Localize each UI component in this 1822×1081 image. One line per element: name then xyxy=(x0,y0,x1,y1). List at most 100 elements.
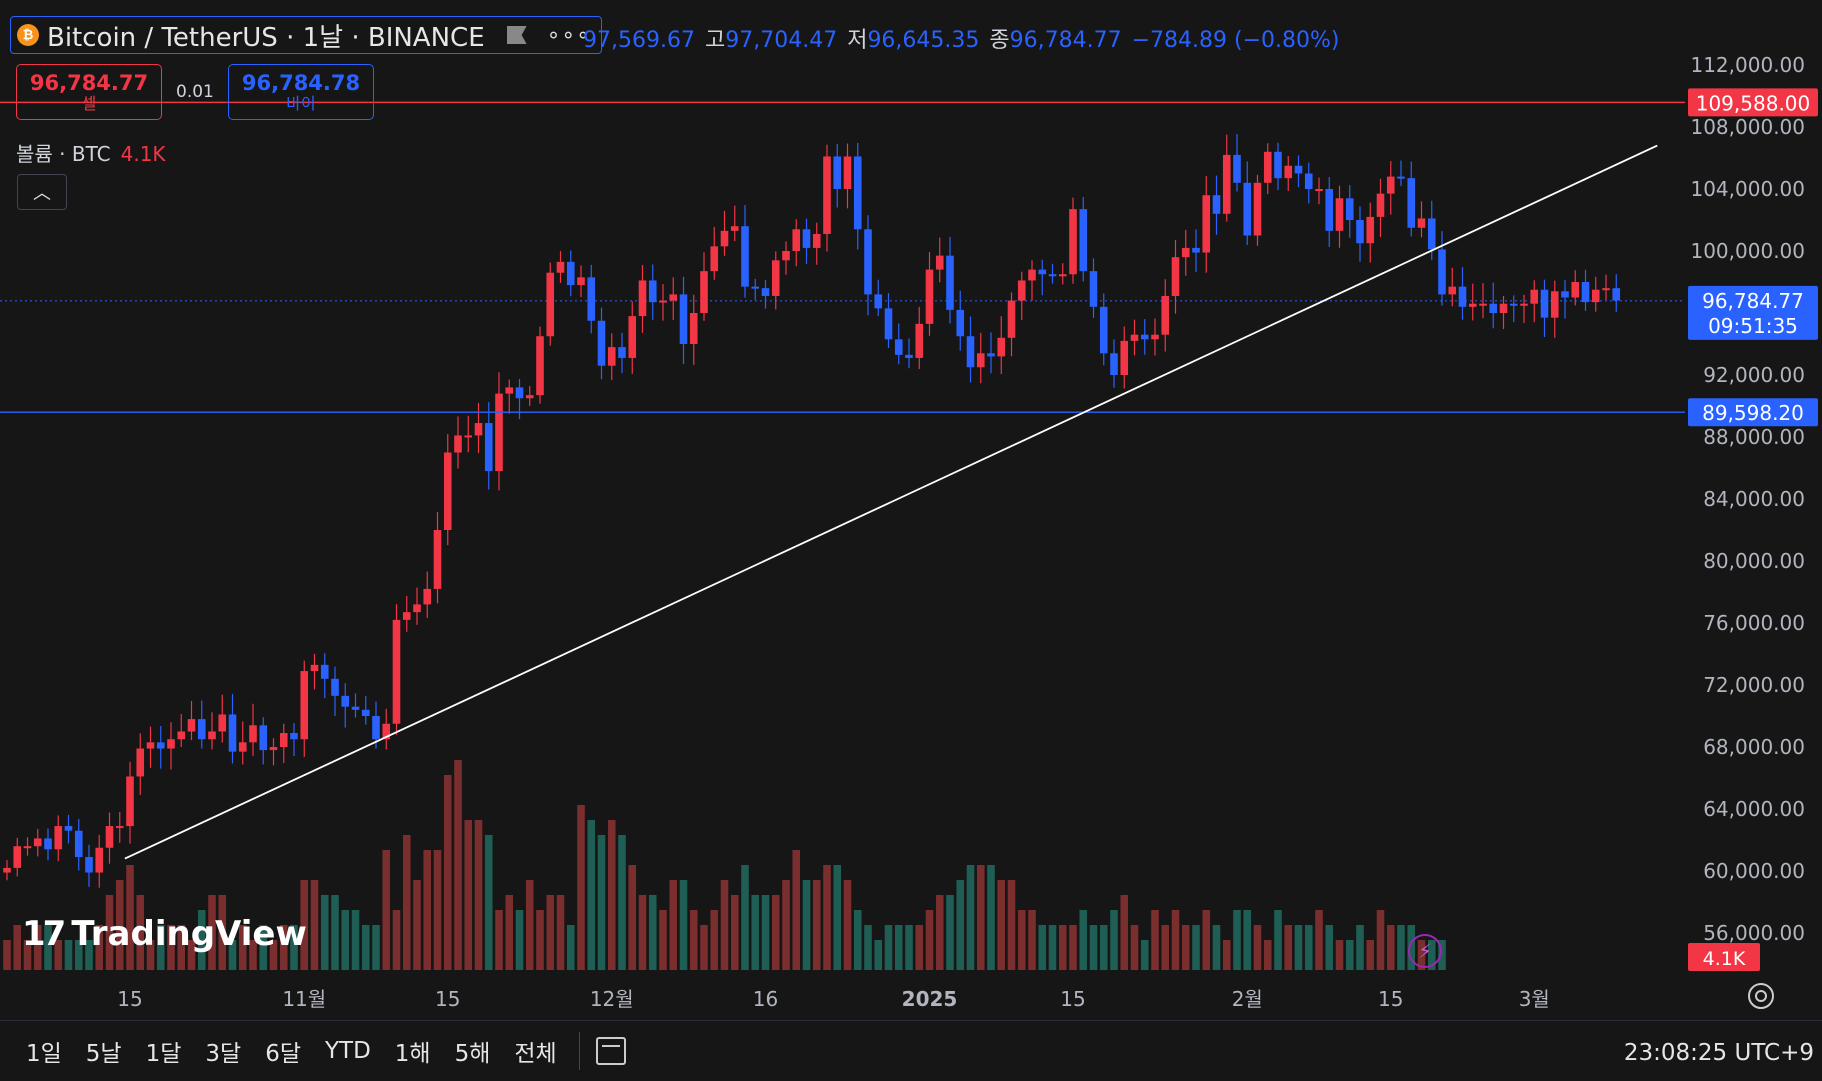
candle xyxy=(320,664,329,679)
volume-bar xyxy=(1294,925,1303,970)
range-ytd[interactable]: YTD xyxy=(324,1038,371,1064)
candle xyxy=(1530,289,1539,304)
candle xyxy=(853,156,862,230)
volume-bar xyxy=(956,880,965,970)
volume-bar xyxy=(792,850,801,970)
candle xyxy=(833,156,842,189)
volume-bar xyxy=(495,910,503,970)
candle xyxy=(238,742,247,752)
volume-bar xyxy=(1192,925,1200,970)
range-5y[interactable]: 5해 xyxy=(454,1041,491,1067)
candle xyxy=(1017,280,1026,301)
volume-bar xyxy=(105,895,114,970)
candle xyxy=(95,847,104,873)
range-5d[interactable]: 5날 xyxy=(85,1041,122,1067)
volume-bar xyxy=(1263,940,1272,970)
volume-bar xyxy=(1233,910,1241,970)
support-price-tag-bg xyxy=(1688,398,1818,427)
low-label: 저 xyxy=(847,28,868,53)
price-axis: 112,000.00 108,000.00 104,000.00 100,000.00… xyxy=(1690,53,1805,945)
volume-bar xyxy=(761,895,770,970)
symbol-header[interactable]: ₿ Bitcoin / TetherUS · 1날 · BINANCE ∘∘∘ xyxy=(10,16,602,54)
volume-bar xyxy=(679,880,688,970)
volume-bar xyxy=(177,925,186,970)
candle xyxy=(792,229,801,251)
y-tick-label: 68,000.00 xyxy=(1703,735,1805,759)
candle xyxy=(1448,286,1457,295)
trend-line xyxy=(124,144,1658,860)
candle xyxy=(1253,182,1262,236)
range-6m[interactable]: 6달 xyxy=(265,1041,301,1067)
volume-bar xyxy=(1017,910,1026,970)
volume-bar xyxy=(300,880,309,970)
clock[interactable]: 23:08:25 UTC+9 xyxy=(1623,1040,1814,1066)
range-1d[interactable]: 1일 xyxy=(26,1041,62,1067)
candle xyxy=(771,260,780,296)
candle xyxy=(536,336,544,396)
x-tick-label: 15 xyxy=(1378,987,1403,1011)
volume-bar xyxy=(1079,910,1088,970)
candle xyxy=(987,353,995,357)
candle xyxy=(1325,189,1334,231)
candle xyxy=(382,723,391,740)
volume-bar xyxy=(597,835,606,970)
volume-bar xyxy=(853,910,862,970)
open-value: 97,569.67 xyxy=(583,28,695,53)
lightning-icon[interactable]: ⚡ xyxy=(1408,934,1442,968)
candle xyxy=(1509,303,1518,306)
candle xyxy=(1274,151,1282,179)
candle xyxy=(218,714,227,732)
range-1y[interactable]: 1해 xyxy=(394,1041,431,1067)
volume-bar xyxy=(1069,925,1077,970)
volume-bar xyxy=(648,895,657,970)
volume-bar xyxy=(310,880,319,970)
logo-text: TradingView xyxy=(71,914,307,954)
range-all[interactable]: 전체 xyxy=(514,1041,557,1067)
range-1m[interactable]: 1달 xyxy=(145,1041,182,1067)
candle xyxy=(1315,189,1323,191)
candle xyxy=(1571,282,1580,298)
candle xyxy=(638,280,647,317)
candle xyxy=(1561,291,1569,298)
volume-bar xyxy=(402,835,411,970)
candle xyxy=(720,230,729,247)
candle xyxy=(935,255,944,270)
candle xyxy=(341,695,350,707)
candle xyxy=(505,387,514,394)
buy-button[interactable]: 96,784.78 바이 xyxy=(228,64,374,120)
y-tick-label: 80,000.00 xyxy=(1703,549,1805,573)
y-tick-label: 100,000.00 xyxy=(1690,239,1805,263)
candle xyxy=(1520,303,1528,306)
candle xyxy=(843,156,852,189)
candle xyxy=(812,233,821,248)
candle xyxy=(495,393,503,472)
volume-bar xyxy=(54,940,63,970)
volume-bar xyxy=(1315,910,1323,970)
flag-icon[interactable] xyxy=(506,26,527,44)
candle xyxy=(1089,271,1098,307)
collapse-legend-button[interactable]: ︿ xyxy=(17,174,67,210)
volume-bar xyxy=(751,895,760,970)
candle xyxy=(925,269,934,324)
candle xyxy=(1140,334,1149,340)
volume-bar xyxy=(1284,925,1293,970)
volume-bar xyxy=(1110,910,1118,970)
volume-bar xyxy=(249,940,257,970)
volume-bar xyxy=(638,895,647,970)
settings-icon[interactable] xyxy=(1748,983,1774,1009)
candle xyxy=(741,226,749,287)
candle xyxy=(1407,178,1416,228)
range-3m[interactable]: 3달 xyxy=(205,1041,242,1067)
volume-bar xyxy=(505,895,514,970)
volume-bar xyxy=(197,910,206,970)
calendar-icon[interactable] xyxy=(595,1037,626,1065)
volume-bar xyxy=(146,940,155,970)
sell-button[interactable]: 96,784.77 셀 xyxy=(16,64,162,120)
candle xyxy=(1438,249,1446,295)
more-icon[interactable]: ∘∘∘ xyxy=(546,22,591,48)
candle xyxy=(751,286,760,289)
volume-legend[interactable]: 볼륨 · BTC 4.1K xyxy=(16,138,166,167)
price-chart[interactable]: 112,000.00 108,000.00 104,000.00 100,000.00… xyxy=(0,0,1822,1020)
candle xyxy=(679,294,688,344)
volume-bar xyxy=(812,880,821,970)
